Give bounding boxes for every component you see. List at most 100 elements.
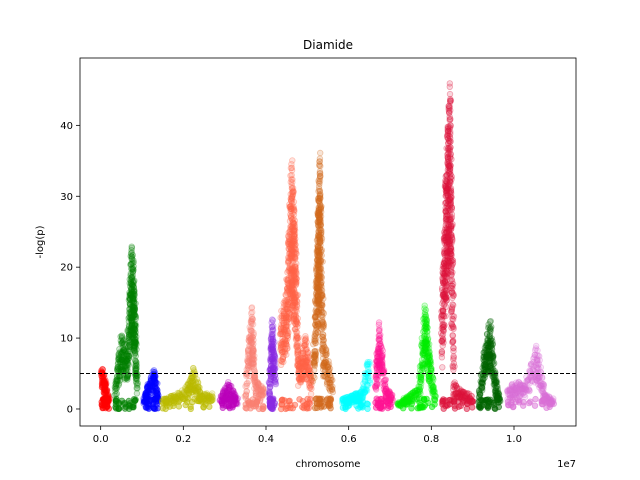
data-point — [323, 351, 330, 359]
data-point — [101, 378, 109, 385]
data-point — [99, 376, 107, 383]
data-point — [130, 278, 137, 285]
data-point — [358, 401, 365, 408]
data-point — [294, 298, 301, 305]
data-point — [120, 341, 128, 348]
data-point — [382, 376, 389, 383]
data-point — [154, 380, 161, 387]
data-point — [279, 396, 286, 403]
data-point — [514, 397, 522, 404]
data-point — [132, 396, 139, 403]
data-point — [129, 303, 137, 310]
data-point — [130, 290, 137, 298]
data-point — [127, 253, 134, 260]
data-point — [302, 341, 310, 349]
data-point — [127, 295, 134, 302]
data-point — [128, 333, 136, 341]
data-point — [127, 308, 135, 315]
data-point — [103, 388, 110, 395]
data-point — [116, 354, 123, 361]
data-point — [450, 302, 457, 309]
data-point — [318, 274, 325, 281]
data-point — [130, 309, 137, 316]
data-point — [123, 373, 130, 380]
data-point — [130, 336, 137, 343]
data-point — [143, 399, 150, 406]
data-point — [128, 288, 136, 296]
data-point — [225, 403, 232, 410]
data-point — [122, 355, 129, 363]
data-point — [102, 381, 109, 388]
data-point — [127, 326, 135, 333]
data-point — [130, 325, 138, 333]
data-point — [455, 403, 462, 410]
data-point — [100, 380, 107, 387]
data-point — [117, 337, 124, 344]
data-point — [317, 231, 325, 239]
data-point — [127, 280, 135, 288]
data-point — [115, 355, 122, 362]
data-point — [124, 372, 131, 379]
data-point — [99, 369, 106, 376]
data-point — [267, 383, 274, 390]
data-point — [488, 344, 496, 352]
data-point — [102, 379, 109, 386]
data-point — [379, 353, 386, 360]
data-point — [320, 322, 328, 329]
data-point — [113, 366, 121, 374]
data-point — [126, 300, 134, 308]
data-point — [271, 359, 279, 366]
data-point — [121, 356, 128, 363]
data-point — [118, 356, 126, 364]
data-point — [130, 298, 137, 305]
data-point — [291, 226, 298, 234]
data-point — [125, 355, 132, 363]
data-point — [364, 401, 371, 408]
data-point — [99, 380, 106, 387]
data-point — [100, 377, 108, 384]
data-point — [127, 291, 135, 298]
data-point — [126, 308, 134, 316]
data-point — [270, 340, 277, 348]
data-point — [127, 309, 134, 317]
data-point — [283, 345, 290, 352]
x-tick-label: 0.4 — [258, 434, 274, 445]
data-point — [483, 402, 490, 410]
data-point — [99, 373, 106, 380]
data-point — [316, 180, 323, 187]
data-point — [126, 331, 133, 338]
data-point — [132, 333, 140, 340]
data-point — [123, 352, 131, 360]
data-point — [120, 337, 127, 345]
data-point — [126, 300, 133, 307]
data-point — [128, 291, 135, 298]
data-point — [175, 403, 183, 410]
data-point — [102, 377, 109, 384]
data-point — [126, 292, 133, 299]
data-point — [99, 366, 106, 373]
data-point — [116, 377, 124, 384]
data-point — [100, 372, 107, 380]
data-point — [294, 323, 301, 331]
data-point — [226, 396, 233, 403]
data-point — [375, 319, 383, 326]
data-point — [449, 236, 456, 243]
data-point — [130, 338, 137, 345]
data-point — [118, 363, 125, 371]
data-point — [292, 235, 299, 243]
data-point — [316, 168, 324, 175]
data-point — [125, 318, 133, 325]
data-point — [129, 268, 136, 276]
data-point — [125, 322, 133, 329]
data-point — [103, 387, 111, 394]
data-point — [130, 309, 137, 316]
data-point — [428, 367, 435, 375]
data-point — [292, 280, 300, 288]
data-point — [120, 354, 127, 361]
data-point — [159, 405, 166, 412]
data-point — [118, 357, 125, 364]
data-point — [128, 280, 135, 287]
data-point — [350, 395, 358, 402]
data-point — [366, 379, 374, 386]
data-point — [128, 280, 135, 288]
